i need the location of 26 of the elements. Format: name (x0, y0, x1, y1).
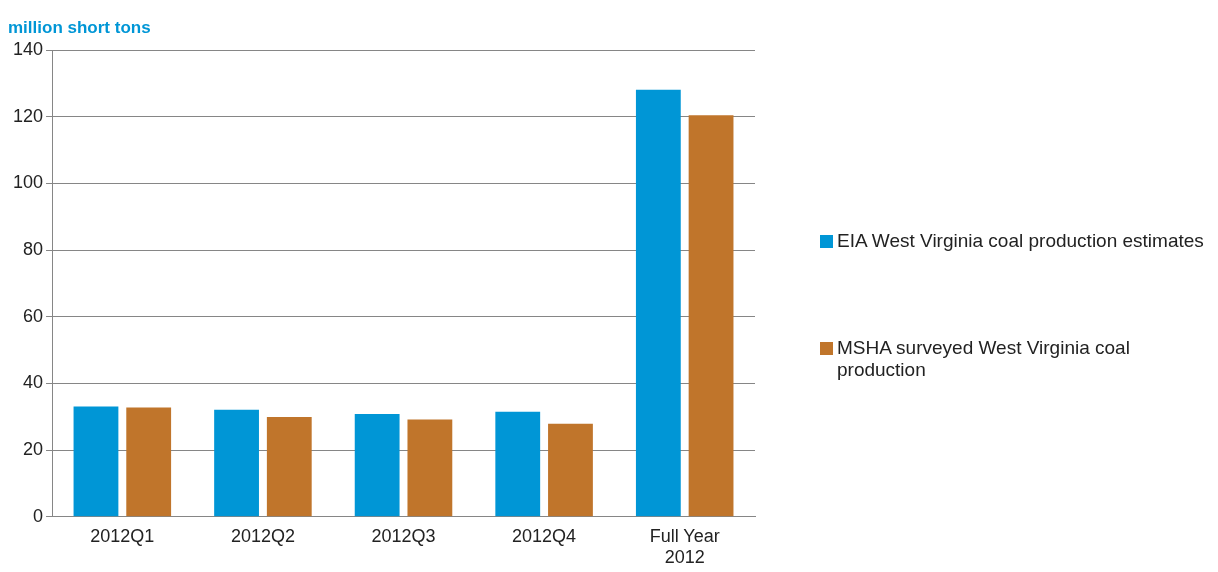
bar (266, 417, 312, 517)
bar (354, 414, 400, 517)
y-axis-title: million short tons (8, 18, 151, 38)
x-tick-label: 2012Q1 (90, 525, 155, 546)
y-tick-label: 80 (23, 239, 44, 260)
x-tick-label: 2012Q3 (371, 525, 436, 546)
x-tick-label: 2012Q4 (512, 525, 577, 546)
x-tick-label: Full Year 2012 (649, 525, 720, 568)
bar (73, 406, 119, 517)
legend-label: MSHA surveyed West Virginia coal production (837, 337, 1131, 381)
y-tick-label: 0 (33, 505, 44, 526)
bar (635, 89, 681, 517)
bar (214, 409, 259, 517)
y-tick-label: 120 (12, 105, 44, 126)
y-tick-label: 40 (23, 372, 44, 393)
y-tick-label: 100 (12, 172, 44, 193)
y-tick-label: 140 (12, 38, 44, 59)
bar (548, 423, 593, 517)
bar (495, 411, 541, 517)
x-tick-label: 2012Q2 (230, 525, 295, 546)
bar (407, 419, 453, 517)
y-tick-label: 60 (23, 305, 44, 326)
legend-label: EIA West Virginia coal production estimates (837, 230, 1204, 252)
y-tick-label: 20 (23, 439, 44, 460)
bar (688, 115, 734, 517)
bar (126, 407, 172, 517)
